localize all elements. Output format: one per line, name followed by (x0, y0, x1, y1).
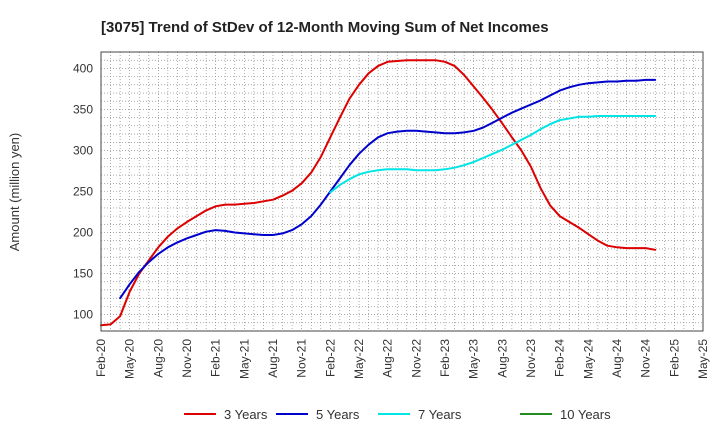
series-line-3-years (100, 59, 657, 327)
y-tick-label: 200 (73, 226, 93, 240)
x-tick-label: Aug-24 (610, 339, 624, 378)
plot-border (100, 51, 704, 332)
chart-title: [3075] Trend of StDev of 12-Month Moving… (101, 19, 549, 36)
x-tick-label: May-20 (123, 339, 137, 379)
x-tick-label: Aug-22 (381, 339, 395, 378)
legend-label: 3 Years (224, 407, 268, 422)
x-tick-label: May-21 (237, 339, 251, 379)
y-tick-label: 300 (73, 143, 93, 157)
series-line-7-years (329, 115, 657, 194)
x-tick-label: May-24 (581, 339, 595, 379)
x-tick-label: Nov-21 (295, 339, 309, 378)
legend: 3 Years 5 Years 7 Years 10 Years (184, 407, 611, 422)
x-tick-label: Feb-21 (209, 339, 223, 377)
legend-label: 10 Years (560, 407, 611, 422)
series-line-5-years (119, 78, 657, 300)
y-tick-label: 400 (73, 61, 93, 75)
x-tick-label: Feb-22 (323, 339, 337, 377)
x-tick-label: Feb-24 (553, 339, 567, 377)
x-tick-label: Feb-23 (438, 339, 452, 377)
x-tick-label: Aug-23 (495, 339, 509, 378)
x-tick-label: Nov-20 (180, 339, 194, 378)
y-tick-label: 100 (73, 308, 93, 322)
x-tick-label: Nov-22 (409, 339, 423, 378)
y-axis-label: Amount (million yen) (7, 133, 22, 252)
plot-area: 100 150 200 250 300 350 400 Feb-20 May-20 Aug-20 N… (73, 51, 710, 379)
x-tick-label: Nov-24 (639, 339, 653, 378)
x-tick-label: May-25 (696, 339, 710, 379)
x-tick-label: Aug-20 (151, 339, 165, 378)
x-tick-label: Feb-25 (667, 339, 681, 377)
y-tick-label: 350 (73, 102, 93, 116)
y-tick-label: 250 (73, 185, 93, 199)
x-tick-label: Nov-23 (524, 339, 538, 378)
x-tick-label: May-22 (352, 339, 366, 379)
x-tick-label: May-23 (467, 339, 481, 379)
y-tick-label: 150 (73, 267, 93, 281)
x-tick-label: Feb-20 (94, 339, 108, 377)
x-tick-label: Aug-21 (266, 339, 280, 378)
legend-label: 5 Years (316, 407, 360, 422)
legend-label: 7 Years (418, 407, 462, 422)
